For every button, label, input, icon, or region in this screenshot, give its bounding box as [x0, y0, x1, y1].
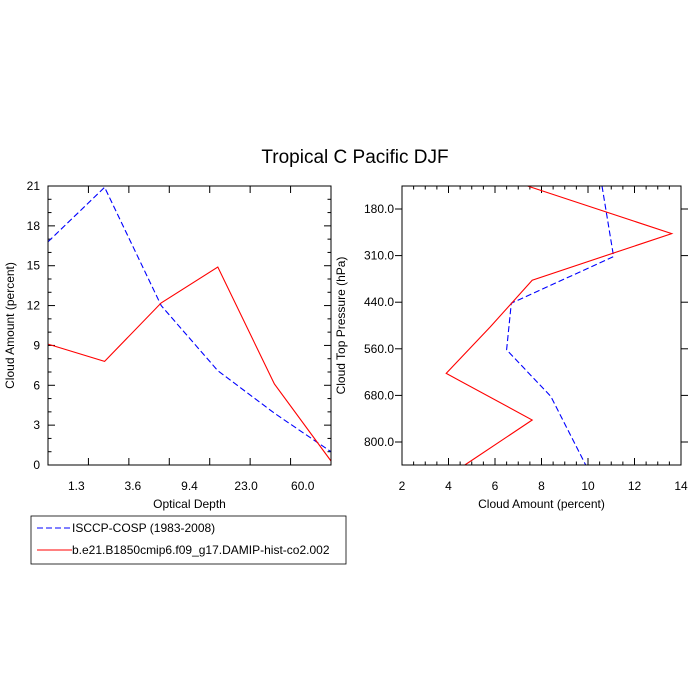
- left-series-lines: [47, 186, 332, 462]
- right-x-tick-label: 6: [492, 479, 499, 493]
- right-panel: 2 4 6 8 10 12 14 180.0 310.0 440.0 560.0 680.0 800.0…: [334, 185, 688, 511]
- right-y-axis-label: Cloud Top Pressure (hPa): [334, 257, 348, 395]
- left-x-tick-label: 3.6: [125, 479, 142, 493]
- left-x-tick-label: 23.0: [234, 479, 258, 493]
- right-x-tick-label: 12: [628, 479, 642, 493]
- right-x-tick-label: 2: [399, 479, 406, 493]
- left-ticks: 0 3 6 9 12 15 18 21 1.3 3.6 9.4 23.0 60.0: [27, 179, 331, 493]
- left-x-tick-label: 9.4: [181, 479, 198, 493]
- right-series-line-obs: [506, 185, 615, 466]
- left-plot-frame: [47, 185, 332, 466]
- left-y-tick-label: 12: [27, 299, 41, 313]
- left-y-tick-label: 9: [33, 338, 40, 352]
- right-ticks: 2 4 6 8 10 12 14 180.0 310.0 440.0 560.0 680.0 800.0: [364, 186, 688, 493]
- right-y-tick-label: 560.0: [364, 342, 394, 356]
- right-y-tick-label: 680.0: [364, 388, 394, 402]
- right-x-tick-label: 8: [538, 479, 545, 493]
- left-y-tick-label: 15: [27, 259, 41, 273]
- left-y-tick-label: 18: [27, 219, 41, 233]
- legend-entry-obs: ISCCP-COSP (1983-2008): [72, 521, 215, 535]
- chart-title: Tropical C Pacific DJF: [261, 147, 448, 168]
- left-y-axis-label: Cloud Amount (percent): [3, 262, 17, 389]
- left-x-tick-label: 60.0: [291, 479, 315, 493]
- right-x-tick-label: 14: [674, 479, 688, 493]
- legend: ISCCP-COSP (1983-2008) b.e21.B1850cmip6.…: [30, 515, 347, 565]
- right-series-line-model: [445, 185, 674, 466]
- left-x-tick-label: 1.3: [68, 479, 85, 493]
- legend-entry-model: b.e21.B1850cmip6.f09_g17.DAMIP-hist-co2.…: [72, 543, 330, 557]
- right-y-tick-label: 310.0: [364, 249, 394, 263]
- right-x-tick-label: 10: [581, 479, 595, 493]
- right-plot-frame: [401, 185, 682, 466]
- left-y-tick-label: 3: [33, 418, 40, 432]
- right-y-tick-label: 180.0: [364, 202, 394, 216]
- left-series-line-obs: [47, 186, 332, 453]
- right-y-tick-label: 440.0: [364, 295, 394, 309]
- left-series-line-model: [47, 266, 332, 462]
- right-series-lines: [445, 185, 674, 466]
- right-y-tick-label: 800.0: [364, 435, 394, 449]
- left-panel: 0 3 6 9 12 15 18 21 1.3 3.6 9.4 23.0 60.0 Optical De…: [3, 179, 332, 511]
- left-x-axis-label: Optical Depth: [153, 497, 226, 511]
- left-y-tick-label: 0: [33, 458, 40, 472]
- right-x-tick-label: 4: [445, 479, 452, 493]
- left-y-tick-label: 21: [27, 179, 41, 193]
- left-y-tick-label: 6: [33, 378, 40, 392]
- legend-box: [30, 515, 347, 565]
- right-x-axis-label: Cloud Amount (percent): [478, 497, 605, 511]
